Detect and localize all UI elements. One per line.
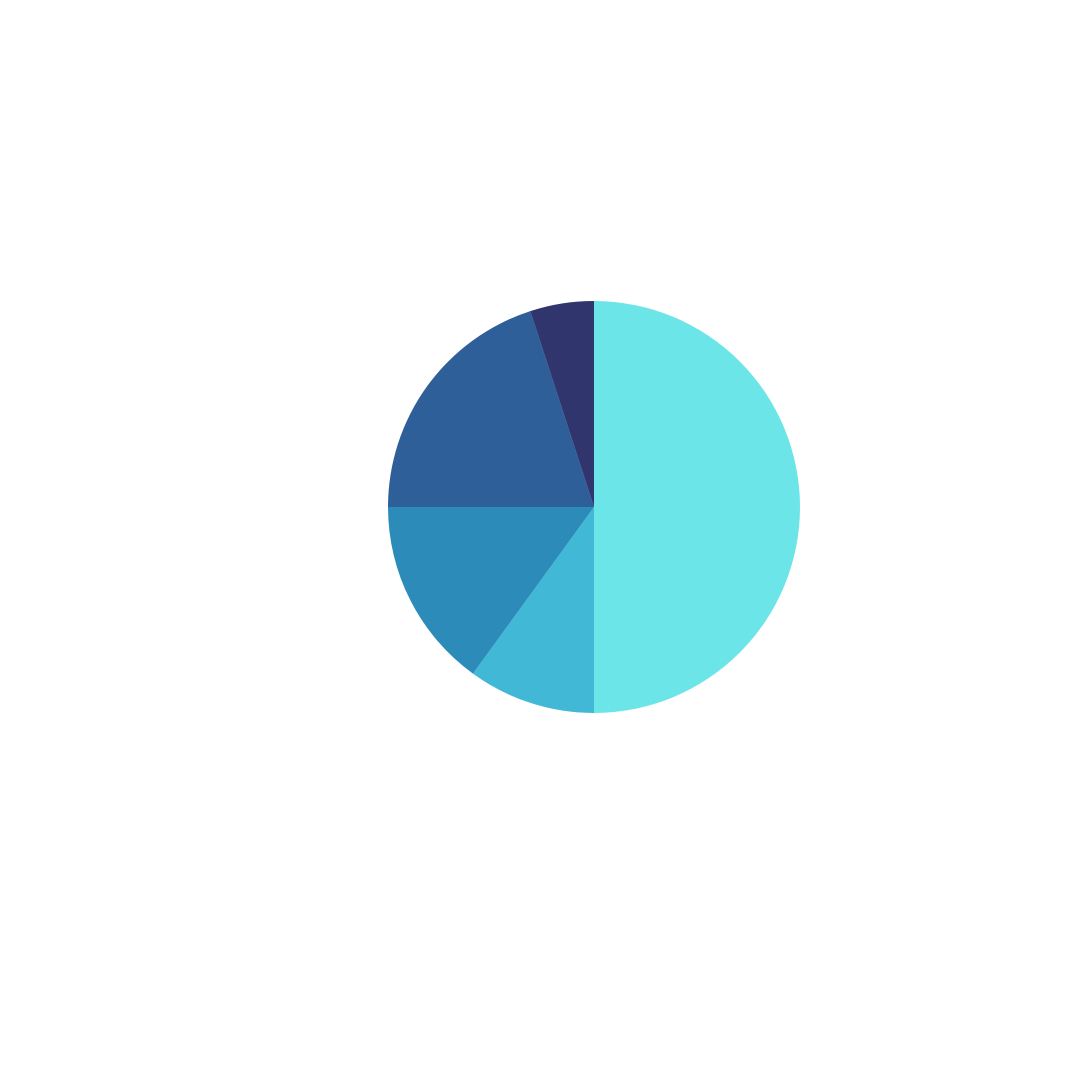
pie-slice-5 — [530, 301, 594, 507]
pie-slice-4 — [388, 311, 594, 507]
pie-slice-2 — [472, 507, 594, 713]
pie-slices — [388, 301, 800, 713]
pie-slice-3 — [388, 507, 594, 674]
pie-slice-1 — [594, 301, 800, 713]
